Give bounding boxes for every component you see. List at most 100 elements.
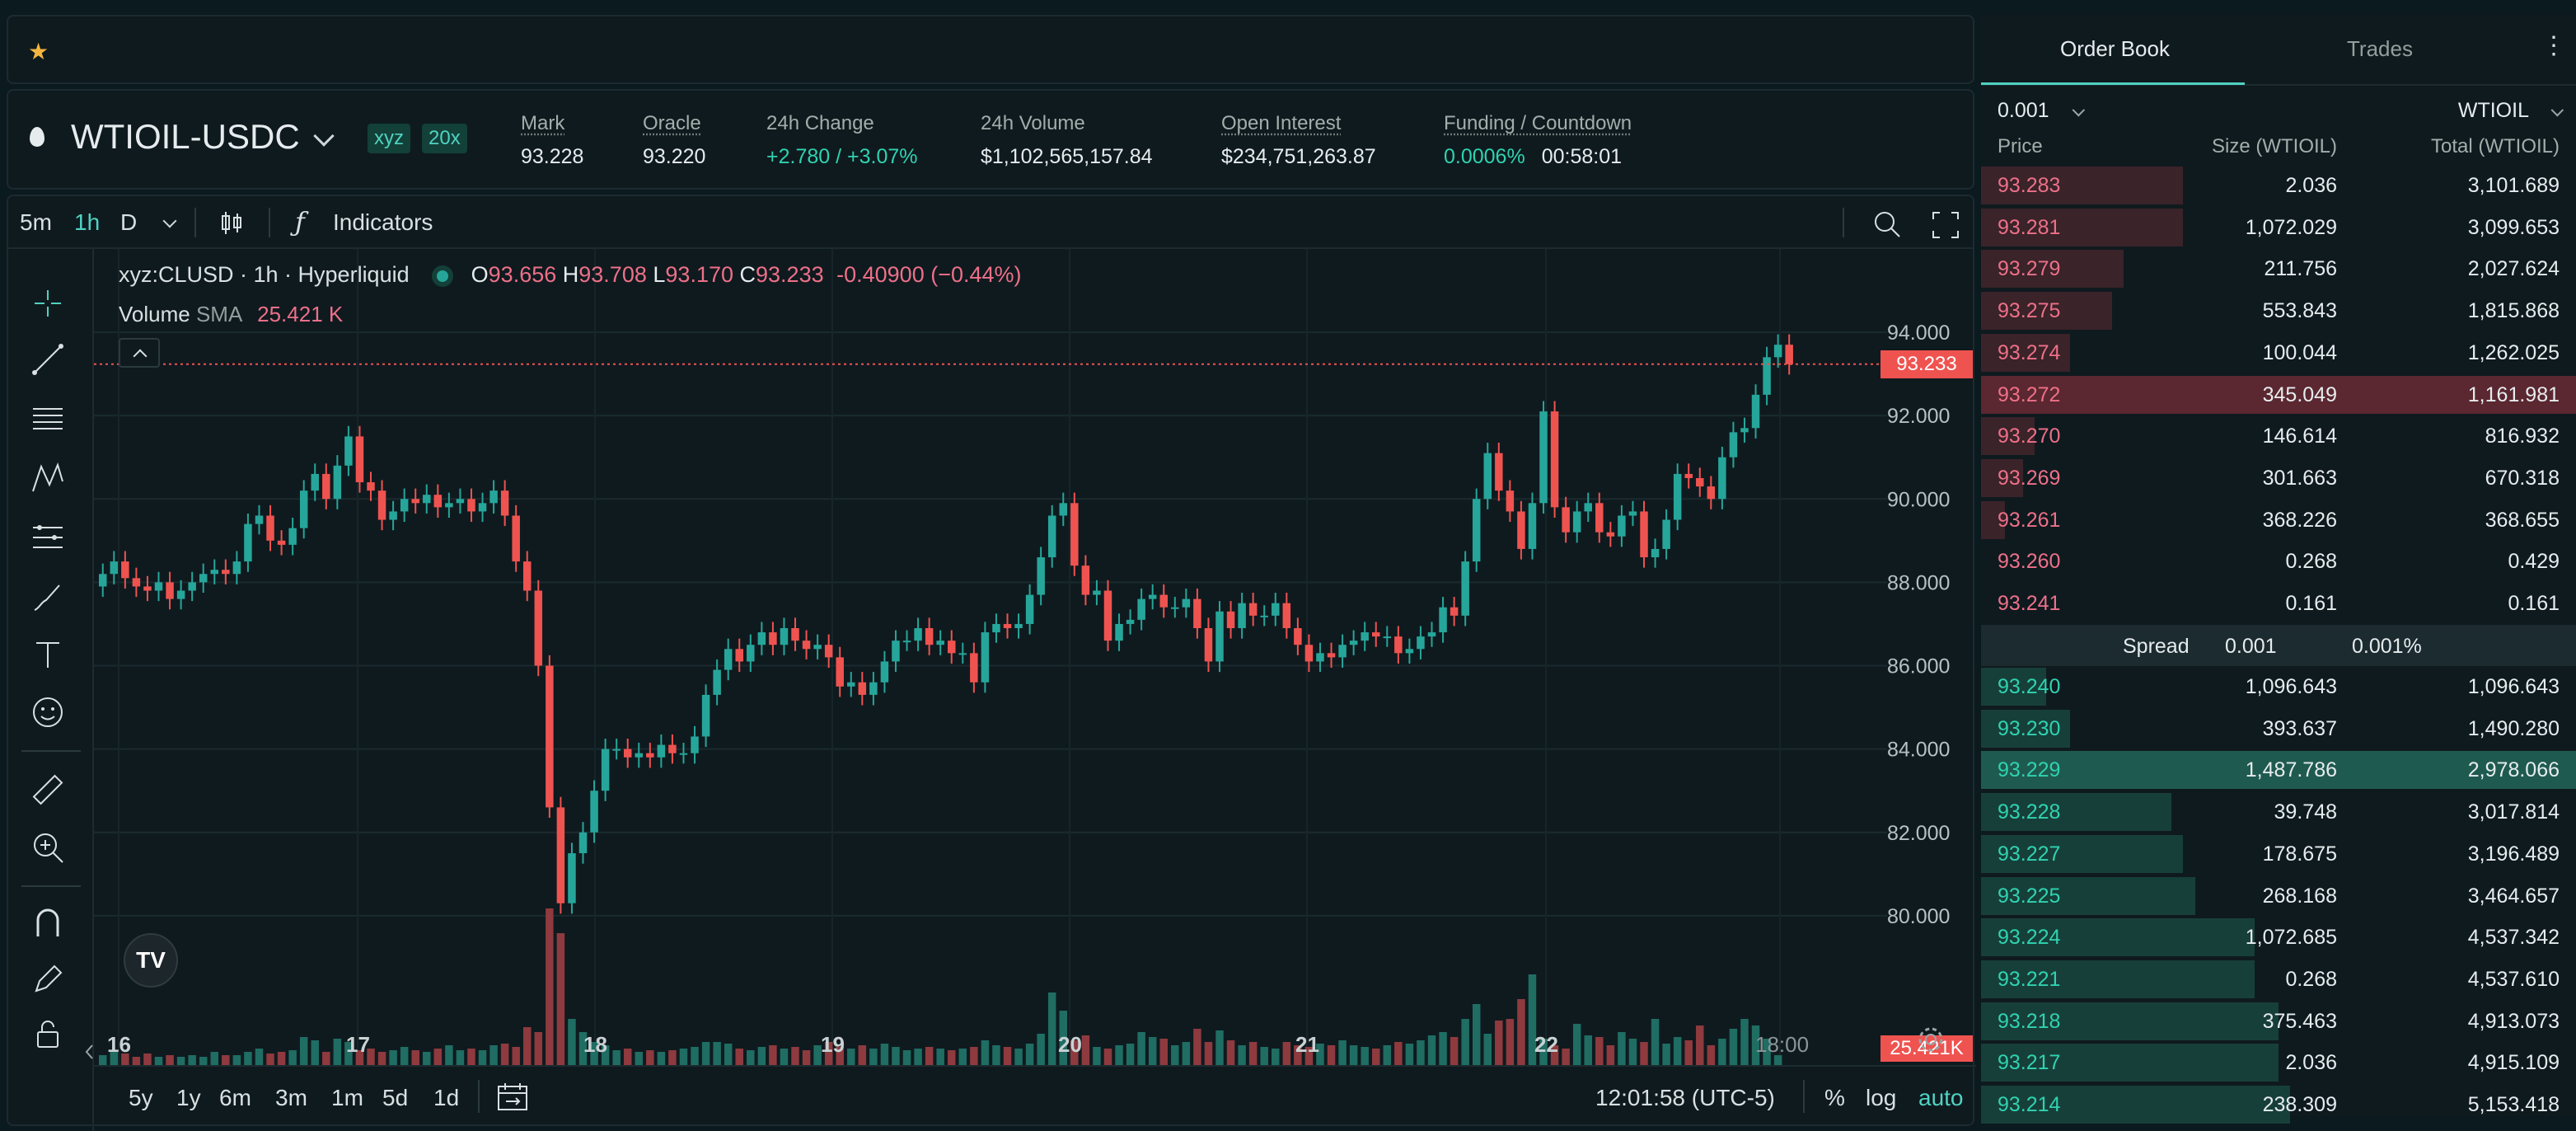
- order-size: 1,072.029: [2245, 215, 2337, 239]
- time-axis[interactable]: 16 17 18 19 20 21 22 18:00: [94, 1021, 1887, 1065]
- candle-body: [1450, 607, 1459, 616]
- volume-bar: [1171, 1045, 1179, 1065]
- crosshair-icon[interactable]: [30, 285, 66, 321]
- ask-row[interactable]: 93.281 1,072.029 3,099.653: [1981, 207, 2576, 248]
- ask-row[interactable]: 93.261 368.226 368.655: [1981, 500, 2576, 541]
- ask-row[interactable]: 93.275 553.843 1,815.868: [1981, 290, 2576, 331]
- price-chart[interactable]: [94, 249, 1887, 1065]
- ask-row[interactable]: 93.274 100.044 1,262.025: [1981, 332, 2576, 373]
- bid-row[interactable]: 93.230 393.637 1,490.280: [1981, 708, 2576, 749]
- order-price: 93.217: [1998, 1051, 2061, 1075]
- indicators-button[interactable]: Indicators: [333, 209, 433, 235]
- volume-bar: [423, 1052, 431, 1065]
- candle-body: [322, 473, 330, 500]
- pencil-lock-icon[interactable]: [30, 961, 66, 997]
- volume-bar: [1047, 993, 1056, 1065]
- chevron-up-icon: [133, 349, 148, 364]
- auto-toggle[interactable]: auto: [1918, 1085, 1964, 1110]
- range-1d[interactable]: 1d: [433, 1085, 460, 1110]
- projection-icon[interactable]: [30, 519, 66, 556]
- mark-label[interactable]: Mark: [521, 112, 565, 134]
- more-menu-icon[interactable]: ⋮: [2541, 32, 2566, 59]
- star-icon[interactable]: ★: [28, 39, 49, 64]
- candle-body: [188, 582, 196, 591]
- bid-row[interactable]: 93.240 1,096.643 1,096.643: [1981, 666, 2576, 707]
- order-size: 0.161: [2285, 592, 2337, 615]
- emoji-icon[interactable]: [30, 694, 66, 730]
- ask-row[interactable]: 93.283 2.036 3,101.689: [1981, 165, 2576, 206]
- range-6m[interactable]: 6m: [219, 1085, 251, 1110]
- ask-row[interactable]: 93.260 0.268 0.429: [1981, 541, 2576, 582]
- bid-row[interactable]: 93.217 2.036 4,915.109: [1981, 1042, 2576, 1083]
- ask-row[interactable]: 93.269 301.663 670.318: [1981, 458, 2576, 499]
- bid-row[interactable]: 93.227 178.675 3,196.489: [1981, 833, 2576, 875]
- zoom-in-icon[interactable]: [30, 829, 66, 866]
- bid-row[interactable]: 93.224 1,072.685 4,537.342: [1981, 917, 2576, 958]
- close-label: C: [739, 262, 756, 287]
- zoom-search-icon[interactable]: [1872, 209, 1902, 239]
- brush-icon[interactable]: [30, 579, 66, 615]
- candle-body: [1606, 532, 1615, 537]
- volume-bar: [1115, 1045, 1123, 1065]
- range-3m[interactable]: 3m: [275, 1085, 307, 1110]
- ask-row[interactable]: 93.241 0.161 0.161: [1981, 583, 2576, 624]
- bid-row[interactable]: 93.214 238.309 5,153.418: [1981, 1084, 2576, 1125]
- range-5y[interactable]: 5y: [129, 1085, 153, 1110]
- ruler-icon[interactable]: [30, 772, 66, 808]
- calendar-range-icon[interactable]: [496, 1082, 529, 1113]
- ask-row[interactable]: 93.279 211.756 2,027.624: [1981, 248, 2576, 289]
- timeframe-1h[interactable]: 1h: [74, 209, 101, 235]
- depth-bar: [1981, 668, 2047, 706]
- tab-order-book[interactable]: Order Book: [2060, 36, 2170, 61]
- clock-display[interactable]: 12:01:58 (UTC-5): [1595, 1085, 1775, 1110]
- range-5d[interactable]: 5d: [382, 1085, 409, 1110]
- horizontal-lines-icon[interactable]: [30, 401, 66, 437]
- candle-style-icon[interactable]: [218, 209, 246, 237]
- collapse-legend-button[interactable]: [119, 338, 160, 368]
- chart-plot-area[interactable]: xyz:CLUSD · 1h · Hyperliquid O93.656 H93…: [94, 249, 1887, 1065]
- funding-label[interactable]: Funding / Countdown: [1444, 112, 1632, 134]
- bid-row[interactable]: 93.228 39.748 3,017.814: [1981, 791, 2576, 833]
- volume-bar: [869, 1049, 878, 1065]
- candle-body: [657, 744, 666, 758]
- volume-bar: [1584, 1035, 1592, 1065]
- bid-row[interactable]: 93.229 1,487.786 2,978.066: [1981, 749, 2576, 791]
- trend-line-icon[interactable]: [30, 341, 66, 378]
- chevron-down-icon[interactable]: [313, 125, 335, 147]
- order-size: 178.675: [2262, 842, 2337, 866]
- fx-icon[interactable]: ƒ: [295, 206, 305, 237]
- unit-select[interactable]: WTIOIL: [2458, 99, 2564, 123]
- ask-row[interactable]: 93.270 146.614 816.932: [1981, 415, 2576, 457]
- magnet-icon[interactable]: [30, 905, 66, 941]
- fullscreen-icon[interactable]: [1932, 211, 1960, 239]
- oi-label[interactable]: Open Interest: [1221, 112, 1342, 134]
- candle-body: [1562, 507, 1570, 533]
- volume-bar: [1361, 1047, 1369, 1065]
- percent-toggle[interactable]: %: [1824, 1085, 1845, 1110]
- bid-row[interactable]: 93.225 268.168 3,464.657: [1981, 875, 2576, 917]
- candle-body: [143, 586, 152, 591]
- market-symbol[interactable]: WTIOIL-USDC: [71, 117, 300, 156]
- volume-bar: [992, 1045, 1000, 1065]
- lock-icon[interactable]: [30, 1016, 66, 1052]
- bid-row[interactable]: 93.221 0.268 4,537.610: [1981, 959, 2576, 1000]
- log-toggle[interactable]: log: [1866, 1085, 1897, 1110]
- bid-row[interactable]: 93.218 375.463 4,913.073: [1981, 1001, 2576, 1042]
- pattern-icon[interactable]: [30, 460, 66, 496]
- tab-trades[interactable]: Trades: [2347, 36, 2413, 61]
- settings-gear-icon[interactable]: [1917, 1025, 1945, 1054]
- oracle-label[interactable]: Oracle: [643, 112, 701, 134]
- text-icon[interactable]: [30, 636, 66, 673]
- timeframe-d[interactable]: D: [120, 209, 138, 235]
- range-1m[interactable]: 1m: [331, 1085, 363, 1110]
- ask-row[interactable]: 93.272 345.049 1,161.981: [1981, 374, 2576, 415]
- chevron-down-icon[interactable]: [162, 214, 177, 228]
- order-total: 1,161.981: [2467, 382, 2560, 406]
- range-1y[interactable]: 1y: [176, 1085, 201, 1110]
- price-axis[interactable]: 94.000 92.000 90.000 88.000 86.000 84.000 82.0…: [1879, 249, 1976, 1065]
- collapse-arrow-icon[interactable]: [84, 1044, 96, 1060]
- tradingview-logo[interactable]: TV: [124, 933, 178, 988]
- timeframe-5m[interactable]: 5m: [20, 209, 52, 235]
- tick-size-select[interactable]: 0.001: [1998, 99, 2085, 123]
- order-size: 375.463: [2262, 1009, 2337, 1033]
